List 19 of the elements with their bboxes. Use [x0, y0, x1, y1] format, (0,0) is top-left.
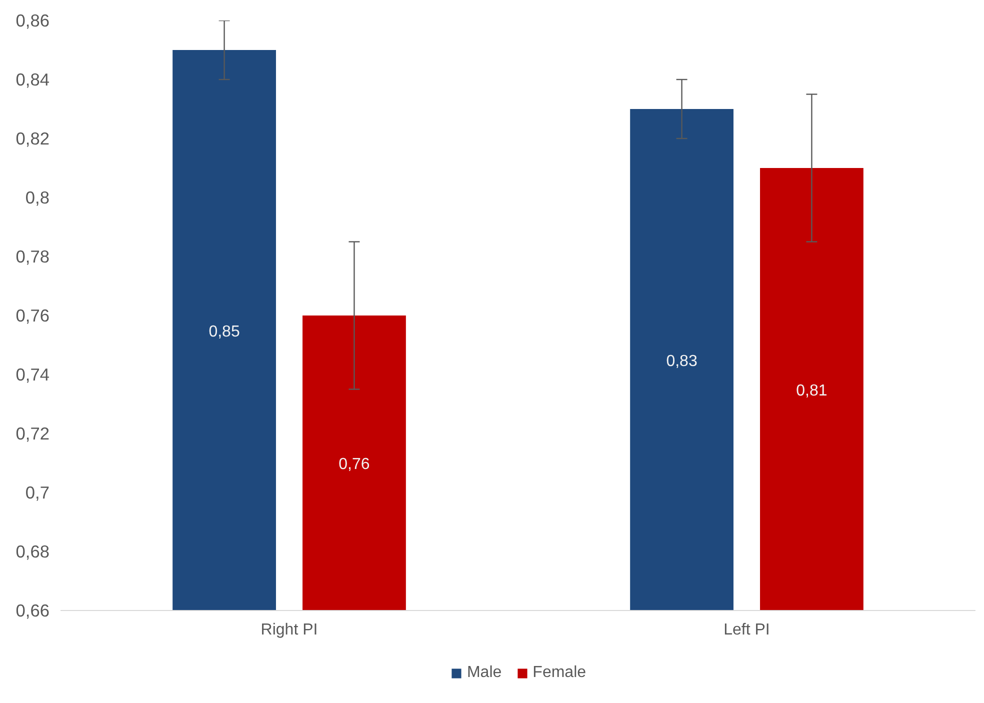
- legend-label: Female: [532, 664, 586, 682]
- x-tick-label: Left PI: [724, 622, 770, 638]
- y-tick-label: 0,72: [16, 424, 50, 444]
- y-tick-label: 0,74: [16, 364, 50, 384]
- legend-label: Male: [466, 664, 502, 682]
- y-tick-label: 0,7: [25, 482, 50, 502]
- y-tick-label: 0,84: [16, 70, 50, 90]
- y-tick-label: 0,76: [16, 306, 50, 326]
- data-label: 0,85: [208, 323, 240, 340]
- y-tick-label: 0,8: [25, 188, 50, 208]
- y-tick-label: 0,86: [16, 10, 50, 30]
- y-tick-label: 0,78: [16, 246, 50, 266]
- data-label: 0,81: [796, 382, 828, 400]
- data-label: 0,76: [338, 456, 370, 473]
- y-tick-label: 0,82: [16, 128, 50, 148]
- data-label: 0,83: [666, 352, 698, 370]
- x-tick-label: Right PI: [260, 622, 318, 638]
- y-tick-label: 0,68: [16, 542, 50, 562]
- y-tick-label: 0,66: [16, 600, 50, 620]
